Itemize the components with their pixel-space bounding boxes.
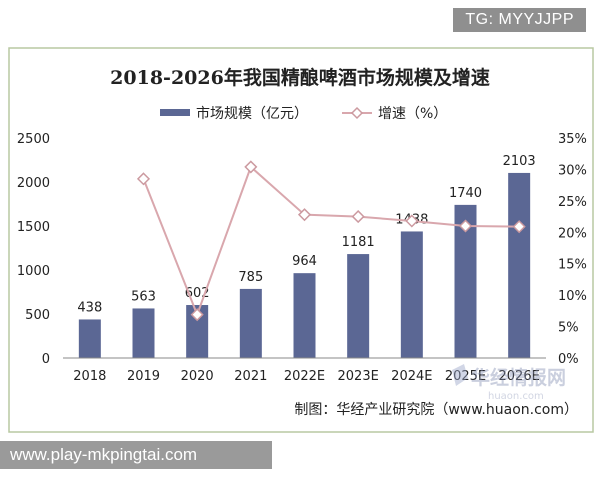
bar-data-labels: 4385636027859641181143817402103 — [77, 154, 535, 316]
right-tick-label: 0% — [558, 352, 579, 367]
bar-2026E — [508, 172, 531, 358]
legend-bar-swatch — [160, 109, 190, 116]
growth-marker-2020 — [190, 308, 204, 322]
growth-line — [142, 165, 520, 318]
right-tick-label: 15% — [558, 258, 587, 273]
x-tick-label: 2020 — [181, 369, 214, 384]
chart-frame — [8, 47, 594, 433]
x-tick-label: 2022E — [284, 369, 325, 384]
growth-marker-2022E — [297, 208, 312, 222]
bar-2018 — [78, 319, 101, 358]
left-tick-label: 500 — [25, 308, 50, 323]
left-tick-label: 2000 — [17, 176, 50, 191]
legend-line-label: 增速（%） — [378, 106, 447, 122]
x-axis-ticks: 2018 2019 2020 2021 2022E 2023E 2024E 2025E 2026… — [73, 369, 540, 384]
right-axis-ticks: 0% 5% 10% 15% 20% 25% 30% 35% — [558, 132, 587, 367]
x-tick-label: 2019 — [127, 369, 160, 384]
bar-series — [78, 172, 531, 358]
bar-label-2018: 438 — [77, 300, 102, 315]
right-tick-label: 35% — [558, 132, 587, 147]
site-watermark: 华经情报网 huaon.com — [452, 364, 566, 402]
x-tick-label: 2025E — [445, 369, 486, 384]
left-tick-label: 1500 — [17, 220, 50, 235]
x-tick-label: 2023E — [338, 369, 379, 384]
right-tick-label: 10% — [558, 289, 587, 304]
growth-marker-2019 — [136, 172, 151, 186]
growth-marker-2025E — [458, 219, 473, 233]
growth-line-series — [136, 160, 526, 322]
bar-2020 — [186, 305, 209, 358]
legend: 市场规模（亿元） 增速（%） — [160, 105, 447, 122]
right-tick-label: 5% — [558, 321, 579, 336]
right-tick-label: 25% — [558, 195, 587, 210]
bar-label-2021: 785 — [238, 270, 263, 285]
legend-line-marker — [350, 106, 364, 120]
growth-marker-2023E — [351, 210, 365, 224]
x-tick-label: 2018 — [73, 369, 106, 384]
watermark-logo-icon — [452, 364, 468, 386]
x-tick-label: 2024E — [391, 369, 432, 384]
bar-2021 — [239, 288, 262, 358]
left-axis-ticks: 0 500 1000 1500 2000 2500 — [17, 132, 50, 367]
bar-2023E — [347, 254, 370, 358]
bar-2025E — [454, 204, 477, 358]
bar-2024E — [400, 231, 423, 358]
left-tick-label: 0 — [42, 352, 50, 367]
growth-marker-2021 — [244, 160, 258, 174]
bar-2019 — [132, 308, 155, 358]
watermark-sub: huaon.com — [488, 391, 544, 402]
bar-2022E — [293, 273, 316, 358]
bar-label-2026E: 2103 — [503, 154, 536, 169]
growth-marker-2024E — [405, 214, 419, 228]
x-tick-label: 2026E — [499, 369, 540, 384]
left-tick-label: 1000 — [17, 264, 50, 279]
bar-label-2023E: 1181 — [342, 235, 375, 250]
right-tick-label: 20% — [558, 226, 587, 241]
x-tick-label: 2021 — [234, 369, 267, 384]
tg-watermark-tag: TG: MYYJJPP — [453, 8, 586, 32]
left-tick-label: 2500 — [17, 132, 50, 147]
footer-url-bar: www.play-mkpingtai.com — [0, 441, 272, 469]
chart-title: 2018-2026年我国精酿啤酒市场规模及增速 — [110, 66, 490, 89]
bar-label-2025E: 1740 — [449, 186, 482, 201]
growth-marker-2026E — [512, 220, 526, 234]
watermark-main: 华经情报网 — [471, 366, 566, 389]
right-tick-label: 30% — [558, 163, 587, 178]
bar-label-2022E: 964 — [292, 254, 317, 269]
bar-label-2019: 563 — [131, 289, 156, 304]
legend-bar-label: 市场规模（亿元） — [196, 105, 308, 122]
source-note: 制图：华经产业研究院（www.huaon.com） — [294, 402, 578, 418]
